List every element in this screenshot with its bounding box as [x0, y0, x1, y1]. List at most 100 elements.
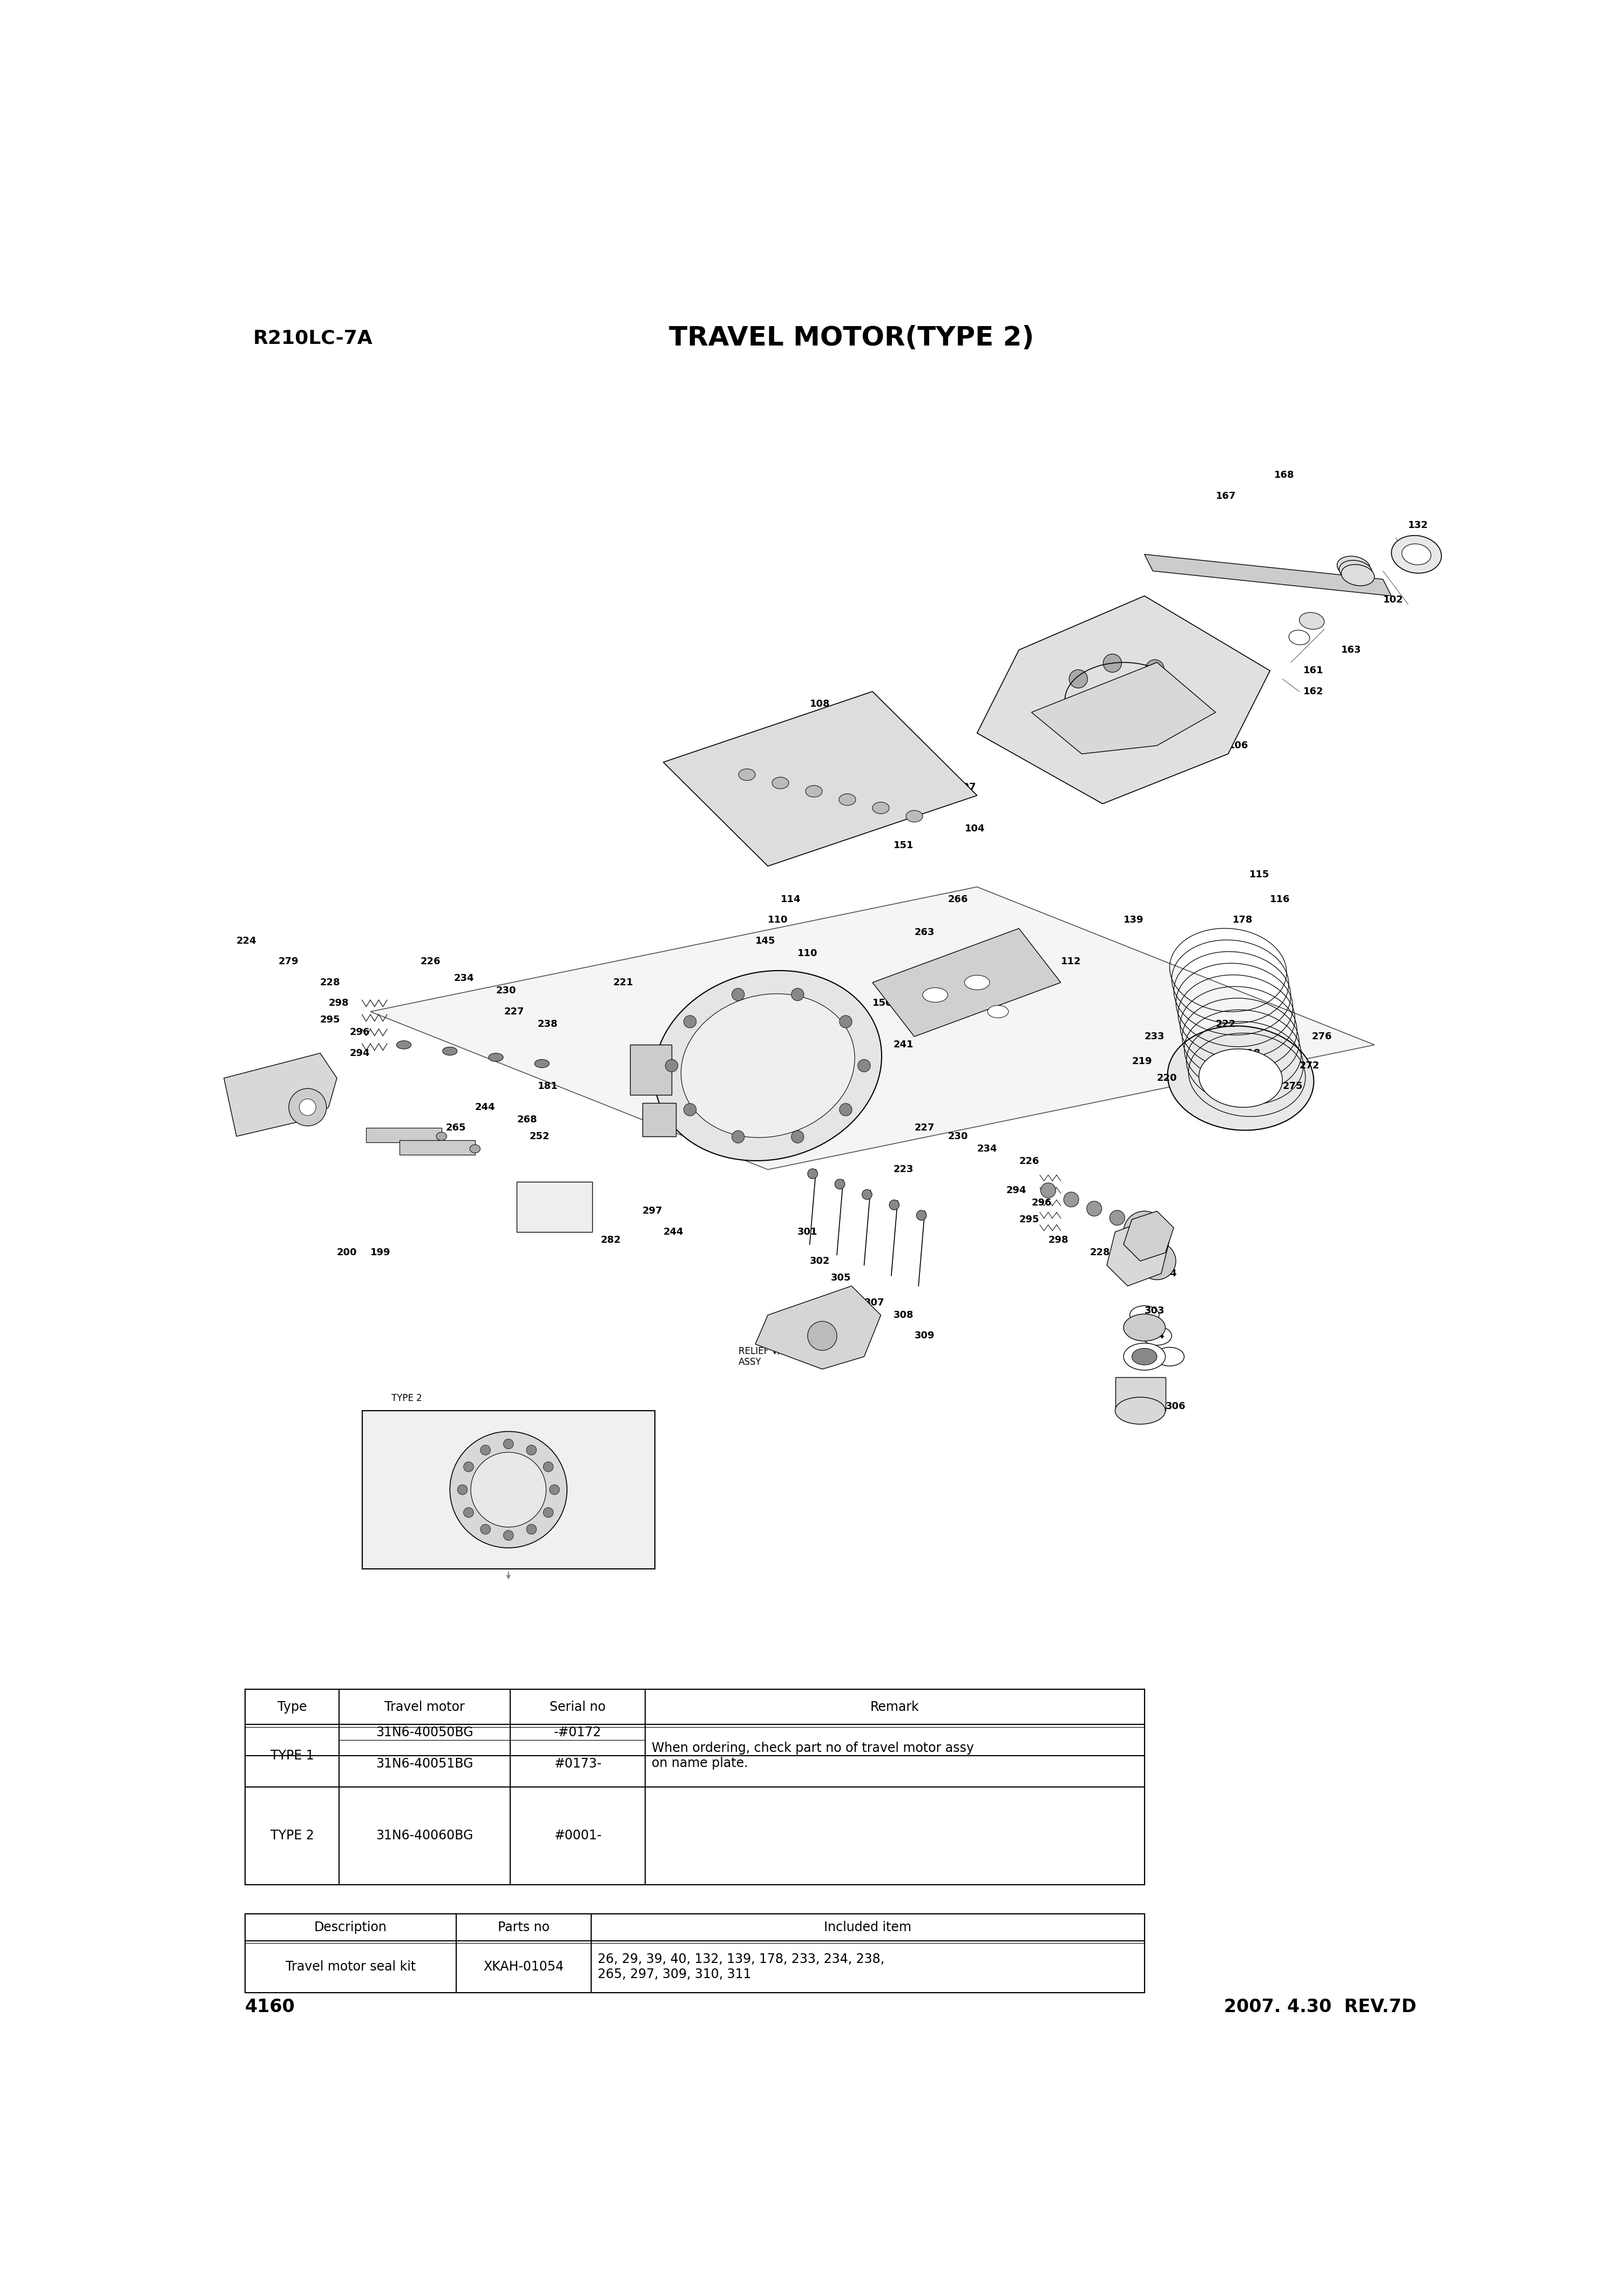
Text: 151: 151: [893, 840, 914, 849]
Text: RELIEF V/V
ASSY: RELIEF V/V ASSY: [739, 1347, 788, 1368]
Text: 263: 263: [914, 927, 934, 936]
Text: TYPE 1: TYPE 1: [270, 1749, 313, 1763]
Text: 275: 275: [1283, 1081, 1302, 1092]
Text: 265: 265: [445, 1122, 466, 1134]
Text: 103: 103: [1241, 666, 1260, 675]
Text: 139: 139: [1124, 916, 1143, 925]
Text: 132: 132: [1408, 521, 1427, 530]
Text: 106: 106: [1228, 741, 1249, 750]
Circle shape: [1145, 659, 1164, 677]
Text: 233: 233: [1145, 1033, 1164, 1042]
Text: 268: 268: [516, 1115, 538, 1125]
Circle shape: [840, 1104, 853, 1115]
Ellipse shape: [1116, 1398, 1166, 1425]
Text: 296: 296: [349, 1028, 370, 1037]
Circle shape: [1103, 711, 1122, 730]
Polygon shape: [370, 886, 1374, 1170]
Ellipse shape: [872, 801, 890, 815]
Circle shape: [503, 1439, 513, 1448]
Text: #0001-: #0001-: [554, 1829, 601, 1843]
Text: 181: 181: [546, 1198, 567, 1207]
Text: 234: 234: [455, 973, 474, 982]
Bar: [365, 1129, 442, 1143]
Bar: [643, 1104, 676, 1136]
Text: Travel motor seal kit: Travel motor seal kit: [286, 1960, 416, 1974]
Text: 297: 297: [643, 1207, 663, 1216]
Text: Parts no: Parts no: [499, 1921, 549, 1935]
Text: TYPE 2: TYPE 2: [391, 1393, 422, 1402]
Circle shape: [1064, 1191, 1078, 1207]
Text: 302: 302: [810, 1255, 830, 1267]
Text: 244: 244: [663, 1228, 684, 1237]
Text: 266: 266: [948, 895, 968, 904]
Text: 304: 304: [1145, 1331, 1164, 1340]
Text: 102: 102: [1384, 594, 1403, 606]
Circle shape: [1138, 1242, 1176, 1281]
Text: 294: 294: [349, 1049, 370, 1058]
Text: 226: 226: [421, 957, 440, 966]
Ellipse shape: [1341, 565, 1374, 585]
Polygon shape: [1124, 1212, 1174, 1260]
Ellipse shape: [1392, 535, 1442, 574]
Bar: [245, 1689, 1145, 1884]
Circle shape: [526, 1446, 536, 1455]
Ellipse shape: [806, 785, 822, 796]
Text: 227: 227: [505, 1008, 525, 1017]
Text: 301: 301: [797, 1228, 817, 1237]
Bar: [362, 1411, 654, 1570]
Ellipse shape: [771, 778, 789, 789]
Text: 295: 295: [320, 1014, 341, 1026]
Text: 230: 230: [948, 1131, 968, 1141]
Text: 298: 298: [1047, 1235, 1069, 1246]
Circle shape: [732, 989, 744, 1001]
Circle shape: [544, 1508, 554, 1517]
Ellipse shape: [1199, 1049, 1283, 1106]
Text: 200: 200: [336, 1248, 357, 1258]
Text: 228: 228: [1090, 1248, 1111, 1258]
Text: 178: 178: [1233, 916, 1252, 925]
Polygon shape: [663, 691, 978, 865]
Text: 295: 295: [1018, 1214, 1039, 1223]
Text: 168: 168: [1275, 470, 1294, 480]
Text: 241: 241: [893, 1040, 914, 1049]
Text: 238: 238: [538, 1019, 559, 1028]
Text: 161: 161: [1304, 666, 1324, 675]
Circle shape: [791, 1131, 804, 1143]
Text: TRAVEL MOTOR(TYPE 2): TRAVEL MOTOR(TYPE 2): [669, 326, 1034, 351]
Circle shape: [1086, 1200, 1101, 1216]
Text: When ordering, check part no of travel motor assy
on name plate.: When ordering, check part no of travel m…: [651, 1742, 974, 1769]
Text: 116: 116: [1270, 895, 1289, 904]
Ellipse shape: [965, 975, 989, 989]
Circle shape: [544, 1462, 554, 1471]
Circle shape: [463, 1508, 474, 1517]
Text: 226: 226: [1018, 1157, 1039, 1166]
Bar: [245, 1914, 1145, 1992]
Text: 264: 264: [412, 1141, 432, 1150]
Text: 282: 282: [601, 1235, 620, 1246]
Text: 219: 219: [1132, 1056, 1151, 1067]
Circle shape: [857, 1060, 870, 1072]
Ellipse shape: [396, 1040, 411, 1049]
Circle shape: [458, 1485, 468, 1494]
Ellipse shape: [1124, 1315, 1166, 1340]
Text: 279: 279: [278, 957, 299, 966]
Circle shape: [450, 1432, 567, 1547]
Text: 4160: 4160: [245, 1999, 296, 2015]
Text: 162: 162: [1304, 686, 1324, 695]
Circle shape: [840, 1014, 853, 1028]
Text: #0173-: #0173-: [554, 1758, 601, 1769]
Text: 145: 145: [755, 936, 776, 946]
Text: 307: 307: [864, 1297, 885, 1308]
Circle shape: [684, 1014, 697, 1028]
Circle shape: [666, 1060, 677, 1072]
Polygon shape: [1108, 1219, 1169, 1285]
Text: XKAH-01054: XKAH-01054: [484, 1960, 564, 1974]
Ellipse shape: [1132, 1349, 1156, 1366]
Ellipse shape: [840, 794, 856, 806]
Text: 2007. 4.30  REV.7D: 2007. 4.30 REV.7D: [1224, 1999, 1416, 2015]
Text: 112: 112: [1060, 957, 1082, 966]
Circle shape: [1109, 1209, 1125, 1226]
Ellipse shape: [534, 1060, 549, 1067]
Ellipse shape: [1168, 1026, 1314, 1129]
Text: 224: 224: [1156, 1269, 1177, 1278]
